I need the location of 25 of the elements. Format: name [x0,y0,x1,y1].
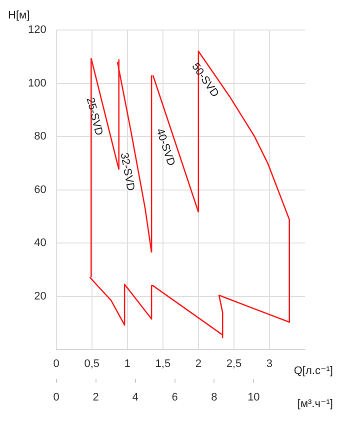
x2-tick-label: 0 [53,391,60,404]
x-tick-label: 3 [266,358,273,370]
y-tick-label: 80 [34,130,46,143]
x-tick-label: 1 [124,358,130,370]
y-tick-label: 100 [28,77,46,90]
y-tick-label: 40 [34,237,46,250]
x-tick-label: 0,5 [84,358,100,370]
text: 25-SVD [84,96,105,137]
x-tick-label: 1,5 [155,358,171,370]
text: 40-SVD [153,127,178,168]
x2-tick-label: 8 [211,391,218,404]
y-tick-label: 120 [28,24,46,36]
x2-tick-label: 2 [92,391,99,404]
x2-tick-label: 4 [132,391,138,404]
y-tick-label: 20 [34,290,46,302]
x2-tick-label: 6 [172,391,178,404]
x-axis-title: Q[л.с⁻¹] [294,364,333,377]
x-tick-label: 2 [195,358,202,370]
x2-axis-title: [м³.ч⁻¹] [297,398,333,410]
y-axis-title: H[м] [8,10,30,22]
x-tick-label: 2,5 [226,358,242,370]
y-tick-label: 60 [34,184,46,196]
text: 32-SVD [118,152,137,192]
x-tick-label: 0 [53,358,60,370]
x2-tick-label: 10 [248,391,260,404]
